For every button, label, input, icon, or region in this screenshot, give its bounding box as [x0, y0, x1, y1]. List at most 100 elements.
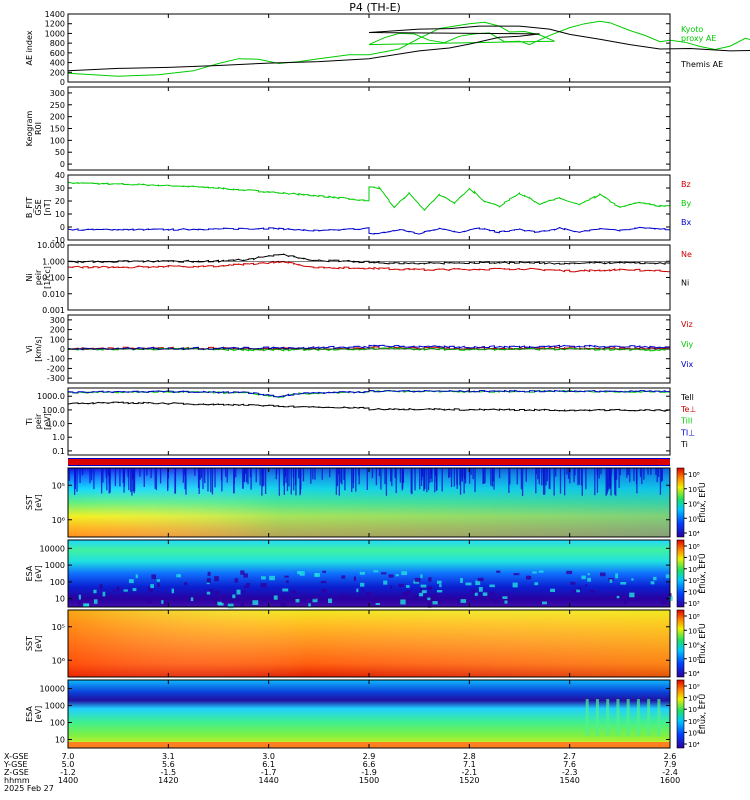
- spectrogram-bin: [585, 468, 587, 490]
- y-tick-label: 10: [55, 210, 65, 219]
- legend-ni: Ni: [681, 279, 689, 288]
- spectrogram-bin: [240, 602, 244, 608]
- colorbar-tick-label: 10⁶: [688, 501, 700, 509]
- spectrogram-bin: [371, 597, 378, 602]
- spectrogram-bin: [418, 592, 424, 597]
- spectrogram-bin: [406, 590, 411, 594]
- spectrogram-bin: [578, 468, 580, 485]
- spectrogram-bin: [182, 468, 185, 483]
- spectrogram-bin: [577, 468, 579, 486]
- spectrogram-bin: [93, 589, 97, 594]
- spectrogram-bin: [564, 468, 566, 496]
- x-tick-label: 1420: [158, 776, 178, 785]
- spectrogram-bin: [436, 589, 443, 593]
- y-tick-label: 50: [55, 148, 65, 157]
- spectrogram-bin: [619, 468, 621, 475]
- spectrogram-bin: [302, 468, 305, 482]
- spectrogram-bin: [273, 595, 278, 600]
- y-tick-label: 10⁶: [52, 516, 65, 525]
- panel-esa_ion: 10⁸ 10⁷ 10⁶ 10⁵ 10⁴ 10³ Eflux, EFU 10 100 1000 100…: [25, 539, 707, 609]
- spectrogram-bin: [286, 580, 289, 584]
- spectrogram-bin: [492, 468, 494, 482]
- y-tick-label: 200: [50, 113, 65, 122]
- y-tick-label: 10000: [40, 544, 65, 553]
- series-line-Ti: [67, 401, 671, 412]
- series-line-Vix: [67, 344, 671, 351]
- x-tick-label: 6.6: [363, 760, 376, 769]
- colorbar-tick-label: 10⁶: [688, 718, 700, 726]
- y-tick-label: 1.0: [52, 433, 65, 442]
- spectrogram-bin: [427, 586, 433, 591]
- y-axis-label: Keogram: [25, 110, 34, 146]
- spectrogram-bin: [371, 468, 374, 478]
- spectrogram-bin: [463, 468, 465, 494]
- spectrogram-bin: [244, 468, 247, 475]
- spectrogram-bin: [419, 468, 421, 490]
- colorbar: [676, 609, 685, 678]
- spectrogram-bin: [609, 579, 613, 583]
- spectrogram-bin: [520, 468, 523, 490]
- spectrogram-bin: [633, 596, 639, 601]
- spectrogram-bin: [243, 468, 246, 482]
- spectrogram-bin: [128, 468, 130, 491]
- y-axis-label: [nT]: [43, 199, 52, 215]
- spectrogram-bin: [150, 468, 152, 479]
- y-tick-label: 10: [55, 595, 65, 604]
- spectrogram-bin: [194, 468, 196, 476]
- x-tick-label: 2.8: [463, 752, 476, 761]
- spectrogram-bin: [68, 468, 71, 481]
- colorbar-tick-label: 10⁷: [688, 486, 700, 494]
- spectrogram-bin: [282, 588, 289, 592]
- spectrogram-bin: [493, 598, 500, 603]
- x-tick-label: 2.7: [563, 752, 576, 761]
- panel-keogram: 0 50 100 150 200 250 300 Keogram R0I: [25, 86, 671, 171]
- y-tick-label: 100: [50, 578, 65, 587]
- spectrogram-bin: [147, 599, 153, 604]
- spectrogram-bin: [128, 579, 134, 584]
- spectrogram-bin: [340, 593, 344, 599]
- spectrogram-bin: [352, 468, 355, 484]
- spectrogram-bin: [85, 597, 90, 602]
- spectrogram-bin: [629, 592, 635, 598]
- y-axis-label: [eV]: [34, 494, 43, 511]
- spectrogram-bin: [246, 583, 251, 586]
- y-tick-label: 100.0: [42, 406, 65, 415]
- spectrogram-bin: [380, 468, 382, 490]
- legend-kyoto-proxy-ae: Kyoto: [681, 25, 703, 34]
- spectrogram-bin: [206, 578, 211, 583]
- spectrogram-bin: [70, 594, 76, 600]
- x-tick-label: 7.9: [664, 760, 677, 769]
- colorbar-tick-label: 10⁴: [688, 741, 700, 749]
- y-tick-label: 800: [50, 39, 65, 48]
- spectrogram-bin: [448, 468, 450, 479]
- spectrogram-bin: [234, 578, 239, 583]
- spectrogram-bin: [509, 468, 511, 485]
- y-tick-label: 200: [50, 68, 65, 77]
- y-tick-label: 10: [55, 736, 65, 745]
- spectrogram-bin: [521, 468, 524, 496]
- y-tick-label: 1000: [45, 561, 65, 570]
- spectrogram-bin: [536, 601, 541, 605]
- spectrogram-bin: [385, 468, 388, 496]
- spectrogram-bin: [459, 468, 461, 486]
- spectrogram-bin: [607, 468, 609, 492]
- x-tick-label: -1.7: [261, 768, 277, 777]
- x-row-label: X-GSE: [4, 752, 29, 761]
- spectrogram-bin: [542, 601, 547, 605]
- spectrogram-bin: [459, 468, 462, 495]
- spectrogram-bin: [236, 589, 241, 595]
- spectrogram-bin: [335, 468, 338, 495]
- spectrogram-bin: [108, 595, 113, 600]
- spectrogram-bin: [471, 589, 476, 594]
- spectrogram-bin: [429, 468, 431, 483]
- y-tick-label: 0.1: [52, 447, 65, 456]
- spectrogram-bin: [90, 468, 93, 481]
- spectrogram-bin: [659, 468, 662, 495]
- spectrogram-bin: [210, 468, 212, 493]
- legend-kyoto-proxy-ae: proxy AE: [681, 34, 716, 43]
- spectrogram-bin: [421, 468, 423, 481]
- spectrogram-bin: [420, 584, 427, 588]
- spectrogram-bin: [232, 594, 236, 599]
- x-tick-label: 1540: [559, 776, 579, 785]
- spectrogram-bin: [132, 468, 134, 492]
